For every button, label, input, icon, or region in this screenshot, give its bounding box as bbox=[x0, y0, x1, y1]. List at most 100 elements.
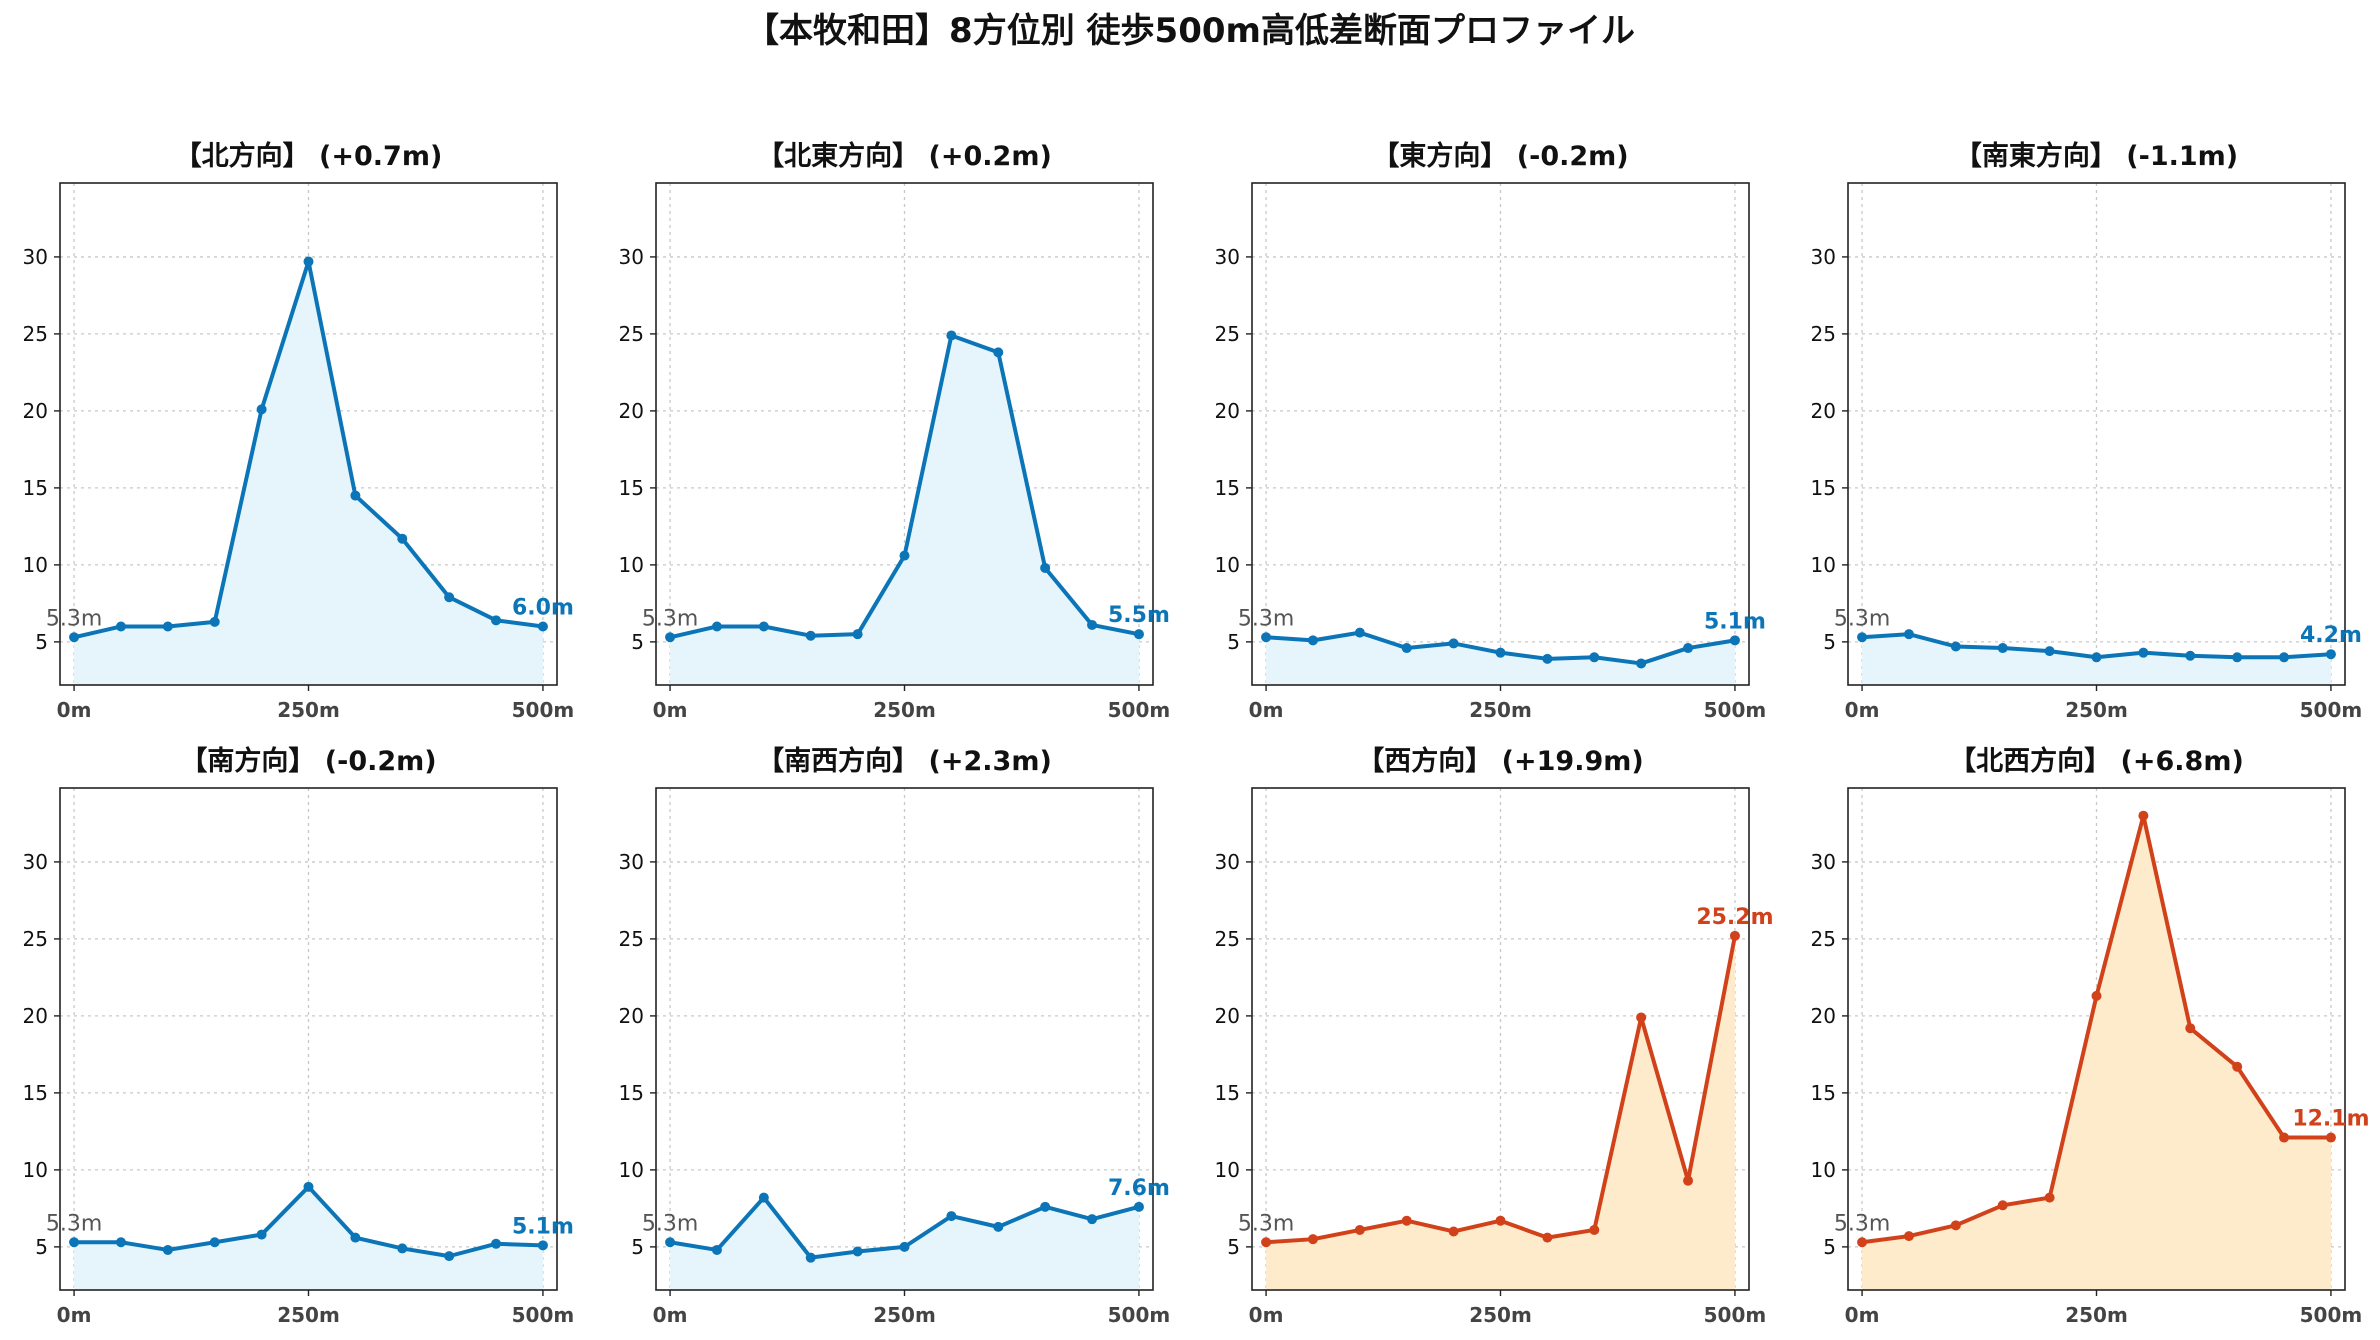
data-point bbox=[1950, 641, 1961, 652]
y-tick-label: 15 bbox=[1811, 1081, 1836, 1105]
data-point bbox=[537, 621, 548, 632]
data-point bbox=[209, 1237, 220, 1248]
data-point bbox=[1683, 643, 1694, 654]
y-tick-label: 20 bbox=[23, 1004, 48, 1028]
data-point bbox=[1087, 1214, 1098, 1225]
x-tick-label: 500m bbox=[2300, 1303, 2363, 1327]
x-tick-label: 0m bbox=[653, 698, 688, 722]
data-point bbox=[1448, 638, 1459, 649]
data-point bbox=[2185, 1023, 2196, 1034]
data-point bbox=[1040, 562, 1051, 573]
x-tick-label: 500m bbox=[2300, 698, 2363, 722]
data-point bbox=[162, 621, 173, 632]
data-point bbox=[2044, 1192, 2055, 1203]
data-point bbox=[1261, 1237, 1272, 1248]
x-tick-label: 250m bbox=[1469, 698, 1532, 722]
data-point bbox=[303, 256, 314, 267]
data-point bbox=[711, 1244, 722, 1255]
y-tick-label: 25 bbox=[1811, 322, 1836, 346]
end-value-label: 5.5m bbox=[1108, 603, 1170, 628]
data-point bbox=[852, 1246, 863, 1257]
y-tick-label: 20 bbox=[1811, 1004, 1836, 1028]
y-tick-label: 25 bbox=[619, 927, 644, 951]
data-point bbox=[665, 1237, 676, 1248]
area-fill bbox=[1266, 632, 1735, 685]
data-point bbox=[1542, 653, 1553, 664]
subplot-4: 5 10 15 20 25 30 0m 250m 500m 【南東方向】 (-1.1m) 5.3m 4… bbox=[1811, 140, 2363, 722]
data-point bbox=[1087, 619, 1098, 630]
y-tick-label: 25 bbox=[1215, 927, 1240, 951]
start-value-label: 5.3m bbox=[642, 606, 698, 631]
area-fill bbox=[1266, 935, 1735, 1290]
data-point bbox=[899, 1241, 910, 1252]
y-tick-label: 15 bbox=[23, 1081, 48, 1105]
end-value-label: 5.1m bbox=[1704, 609, 1766, 634]
x-tick-label: 500m bbox=[1704, 698, 1767, 722]
area-fill bbox=[670, 1197, 1139, 1290]
data-point bbox=[1589, 652, 1600, 663]
end-value-label: 6.0m bbox=[512, 595, 574, 620]
y-tick-label: 25 bbox=[619, 322, 644, 346]
subplot-5: 5 10 15 20 25 30 0m 250m 500m 【南方向】 (-0.2m) 5.3m 5.… bbox=[23, 745, 575, 1327]
data-point bbox=[444, 592, 455, 603]
y-tick-label: 20 bbox=[619, 1004, 644, 1028]
subplot-title: 【西方向】 (+19.9m) bbox=[1357, 745, 1643, 777]
x-tick-label: 250m bbox=[2065, 698, 2128, 722]
data-point bbox=[1401, 643, 1412, 654]
data-point bbox=[852, 629, 863, 640]
y-tick-label: 10 bbox=[1215, 1158, 1240, 1182]
data-point bbox=[665, 632, 676, 643]
data-point bbox=[711, 621, 722, 632]
x-tick-label: 250m bbox=[873, 698, 936, 722]
start-value-label: 5.3m bbox=[46, 606, 102, 631]
data-point bbox=[2232, 652, 2243, 663]
y-tick-label: 20 bbox=[1811, 399, 1836, 423]
data-point bbox=[2232, 1061, 2243, 1072]
data-point bbox=[69, 632, 80, 643]
data-point bbox=[69, 1237, 80, 1248]
data-point bbox=[162, 1244, 173, 1255]
data-point bbox=[1448, 1226, 1459, 1237]
data-point bbox=[1683, 1175, 1694, 1186]
subplot-title: 【南東方向】 (-1.1m) bbox=[1955, 140, 2238, 172]
y-tick-label: 5 bbox=[1227, 1235, 1240, 1259]
data-point bbox=[1729, 635, 1740, 646]
data-point bbox=[1354, 1224, 1365, 1235]
y-tick-label: 5 bbox=[1823, 1235, 1836, 1259]
data-point bbox=[1589, 1224, 1600, 1235]
subplot-6: 5 10 15 20 25 30 0m 250m 500m 【南西方向】 (+2.3m) 5.3m 7… bbox=[619, 745, 1171, 1327]
data-point bbox=[350, 490, 361, 501]
end-value-label: 5.1m bbox=[512, 1214, 574, 1239]
data-point bbox=[256, 1229, 267, 1240]
data-point bbox=[1997, 1200, 2008, 1211]
data-point bbox=[899, 550, 910, 561]
data-point bbox=[256, 404, 267, 415]
data-point bbox=[946, 330, 957, 341]
y-tick-label: 10 bbox=[1811, 1158, 1836, 1182]
x-tick-label: 0m bbox=[57, 698, 92, 722]
end-value-label: 12.1m bbox=[2292, 1107, 2369, 1132]
data-point bbox=[1261, 632, 1272, 643]
x-tick-label: 500m bbox=[512, 1303, 575, 1327]
data-point bbox=[209, 616, 220, 627]
data-point bbox=[2044, 646, 2055, 657]
start-value-label: 5.3m bbox=[1238, 606, 1294, 631]
data-point bbox=[758, 621, 769, 632]
y-tick-label: 10 bbox=[619, 1158, 644, 1182]
y-tick-label: 10 bbox=[619, 553, 644, 577]
y-tick-label: 20 bbox=[23, 399, 48, 423]
figure-title: 【本牧和田】8方位別 徒歩500m高低差断面プロファイル bbox=[745, 11, 1635, 51]
data-point bbox=[444, 1251, 455, 1262]
y-tick-label: 30 bbox=[619, 245, 644, 269]
y-tick-label: 15 bbox=[619, 1081, 644, 1105]
x-tick-label: 250m bbox=[873, 1303, 936, 1327]
y-tick-label: 30 bbox=[1215, 245, 1240, 269]
data-point bbox=[1040, 1201, 1051, 1212]
data-point bbox=[1542, 1232, 1553, 1243]
y-tick-label: 15 bbox=[1215, 476, 1240, 500]
y-tick-label: 15 bbox=[1215, 1081, 1240, 1105]
y-tick-label: 5 bbox=[35, 1235, 48, 1259]
y-tick-label: 10 bbox=[23, 1158, 48, 1182]
y-tick-label: 5 bbox=[35, 630, 48, 654]
data-point bbox=[1495, 647, 1506, 658]
